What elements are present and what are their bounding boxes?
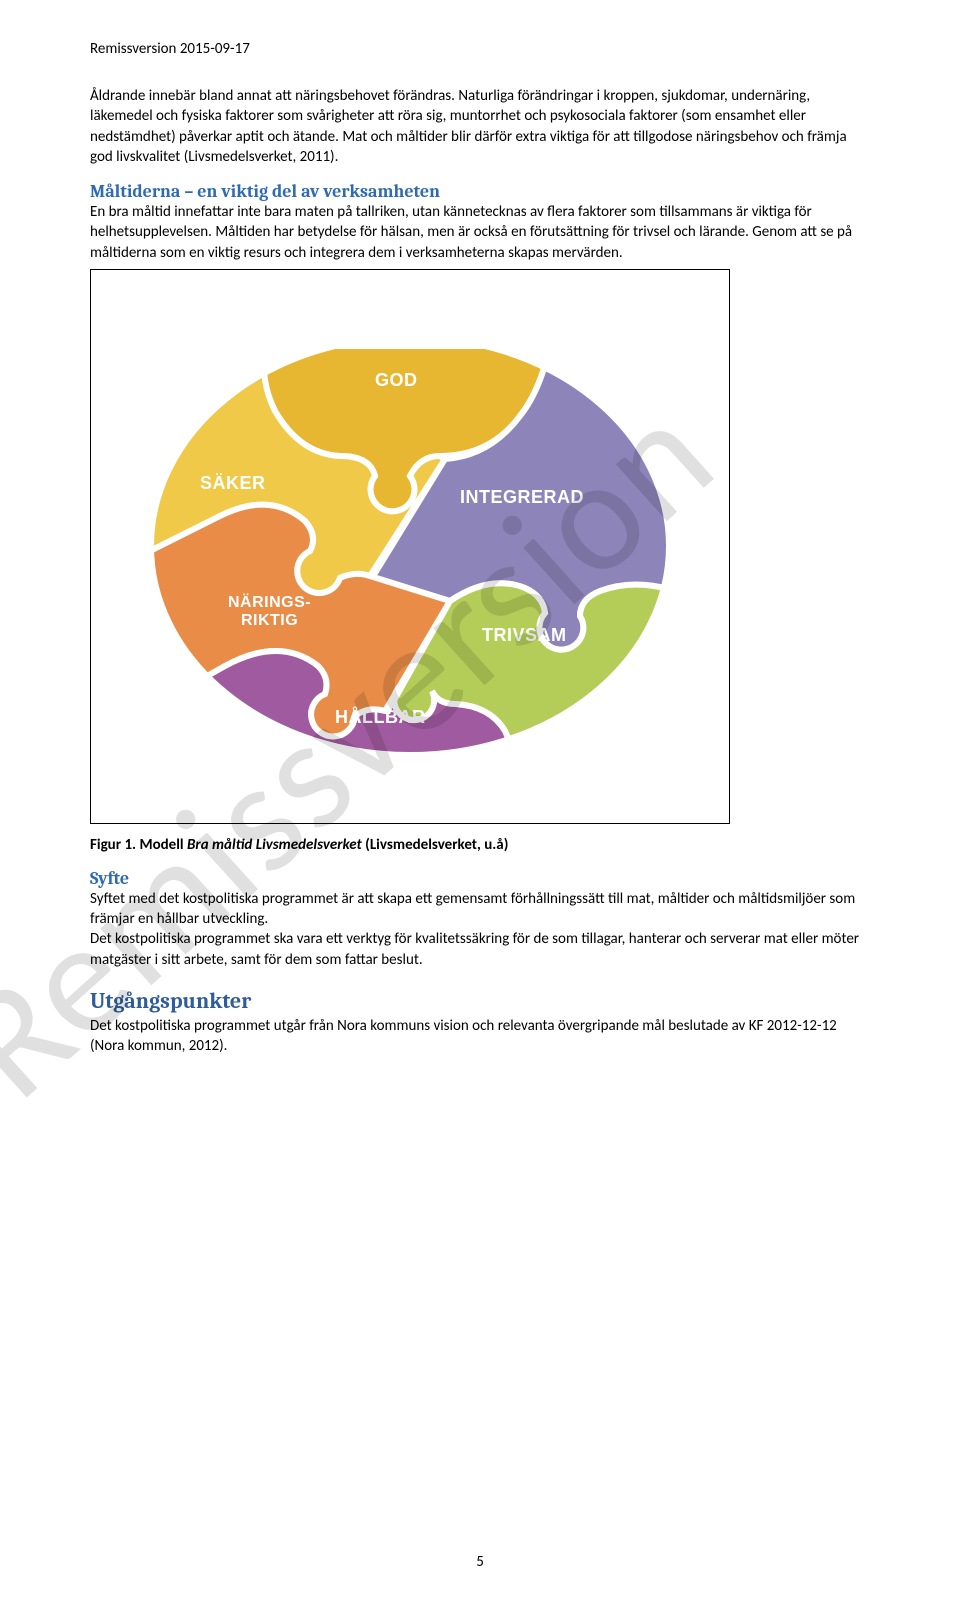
para-syfte-2: Det kostpolitiska programmet ska vara et… bbox=[90, 929, 870, 970]
heading-maltiderna: Måltiderna – en viktig del av verksamhet… bbox=[90, 181, 440, 202]
label-hallbar: HÅLLBAR bbox=[335, 708, 426, 728]
header-version: Remissversion 2015-09-17 bbox=[90, 40, 870, 58]
para-maltider: En bra måltid innefattar inte bara maten… bbox=[90, 203, 852, 262]
label-god: GOD bbox=[375, 371, 418, 391]
fig-caption-title: Bra måltid Livsmedelsverket bbox=[187, 836, 362, 854]
puzzle-pie-diagram: GOD SÄKER INTEGRERAD NÄRINGS- RIKTIG TRI… bbox=[130, 316, 690, 776]
heading-syfte: Syfte bbox=[90, 868, 129, 889]
figure-caption: Figur 1. Modell Bra måltid Livsmedelsver… bbox=[90, 836, 870, 854]
para-aging: Åldrande innebär bland annat att närings… bbox=[90, 86, 870, 167]
para-utgangspunkter: Det kostpolitiska programmet utgår från … bbox=[90, 1016, 870, 1057]
fig-caption-prefix: Figur 1. Modell bbox=[90, 836, 187, 854]
label-trivsam: TRIVSAM bbox=[482, 626, 567, 646]
label-narings: NÄRINGS- RIKTIG bbox=[228, 594, 311, 629]
page-number: 5 bbox=[0, 1553, 960, 1571]
heading-utgangspunkter: Utgångspunkter bbox=[90, 988, 870, 1014]
label-integrerad: INTEGRERAD bbox=[460, 488, 584, 508]
para-syfte-1: Syftet med det kostpolitiska programmet … bbox=[90, 890, 855, 928]
fig-caption-suffix: (Livsmedelsverket, u.å) bbox=[362, 836, 509, 854]
label-saker: SÄKER bbox=[200, 474, 266, 494]
figure-bra-maltid: GOD SÄKER INTEGRERAD NÄRINGS- RIKTIG TRI… bbox=[90, 269, 730, 824]
